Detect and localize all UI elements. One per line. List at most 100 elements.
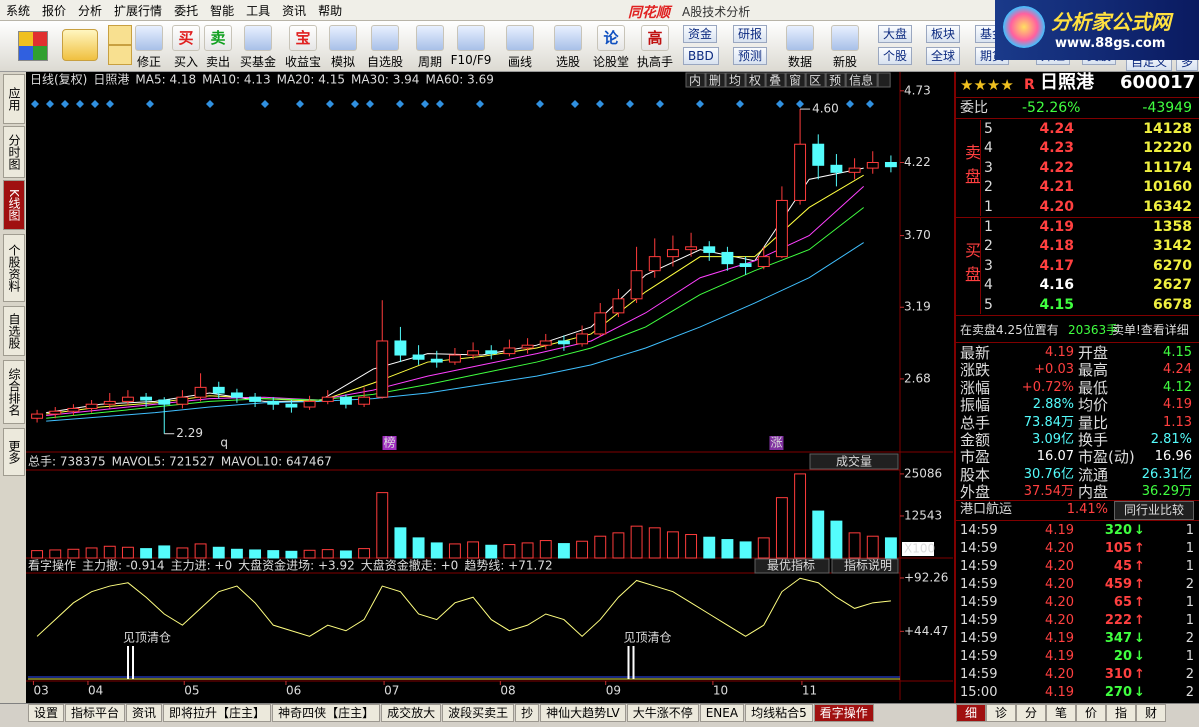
bottom-tab[interactable]: 成交放大 <box>381 704 442 722</box>
quote-tab[interactable]: 指 <box>1106 704 1136 722</box>
toolbar-button[interactable]: BBD <box>683 47 719 65</box>
side-tab[interactable]: K线图 <box>3 180 25 230</box>
volume: 16342 <box>1143 198 1192 215</box>
bottom-tab[interactable]: 均线粘合5 <box>745 704 813 722</box>
quote-tab[interactable]: 财 <box>1136 704 1166 722</box>
bottom-tab[interactable]: 神奇四侠【庄主】 <box>272 704 381 722</box>
toolbar-label[interactable]: 修正 <box>136 55 162 69</box>
back-button[interactable] <box>62 29 98 61</box>
quote-tab[interactable]: 分 <box>1016 704 1046 722</box>
toolbar-label[interactable]: 新股 <box>832 55 858 69</box>
header-text: MA20: 4.15 <box>277 73 345 87</box>
side-tab[interactable]: 自选股 <box>3 306 25 356</box>
toolbar-label[interactable]: 数据 <box>787 55 813 69</box>
home-icon[interactable] <box>18 31 48 61</box>
toolbar-button[interactable]: 研报 <box>733 25 768 43</box>
toolbar-icon[interactable]: 买 <box>172 25 200 51</box>
chart-tool[interactable] <box>765 72 786 88</box>
toolbar-label[interactable]: 收益宝 <box>284 55 322 69</box>
toolbar-icon[interactable]: 卖 <box>204 25 232 51</box>
toolbar-label[interactable]: 模拟 <box>330 55 356 69</box>
chart-tool[interactable] <box>845 72 878 88</box>
toolbar-label[interactable]: 买基金 <box>239 55 277 69</box>
side-tab[interactable]: 更多 <box>3 428 25 476</box>
bottom-tab[interactable]: 指标平台 <box>65 704 126 722</box>
toolbar-icon[interactable] <box>554 25 582 51</box>
toolbar-label[interactable]: 论股堂 <box>592 55 630 69</box>
toolbar-icon[interactable] <box>457 25 485 51</box>
toolbar-icon[interactable] <box>416 25 444 51</box>
separator <box>956 500 1199 501</box>
bottom-tab[interactable]: 设置 <box>28 704 65 722</box>
toolbar-icon[interactable] <box>329 25 357 51</box>
side-label: 卖盘 <box>962 144 981 192</box>
toolbar-button[interactable]: 大盘 <box>878 25 913 43</box>
bottom-tab[interactable]: 神仙大趋势LV <box>540 704 626 722</box>
toolbar-icon[interactable] <box>371 25 399 51</box>
side-tab[interactable]: 分时图 <box>3 126 25 178</box>
toolbar-icon[interactable]: 论 <box>597 25 625 51</box>
chart-tool[interactable] <box>705 72 726 88</box>
menu-item[interactable]: 报价 <box>42 4 67 18</box>
menu-item[interactable]: 工具 <box>246 4 271 18</box>
bottom-tab[interactable]: ENEA <box>699 704 745 722</box>
side-tab[interactable]: 个股资料 <box>3 234 25 302</box>
side-tab[interactable]: 应用 <box>3 74 25 124</box>
toolbar-icon[interactable] <box>831 25 859 51</box>
toolbar-label[interactable]: 卖出 <box>205 55 231 69</box>
toolbar-label[interactable]: 自选股 <box>366 55 404 69</box>
bottom-tab[interactable]: 资讯 <box>126 704 163 722</box>
indicator-button[interactable] <box>754 558 830 574</box>
trade-volume: 65 <box>1113 595 1132 610</box>
chart-tool[interactable] <box>825 72 846 88</box>
indicator-button[interactable] <box>831 558 899 574</box>
menu-item[interactable]: 资讯 <box>282 4 307 18</box>
toolbar-icon[interactable] <box>506 25 534 51</box>
toolbar-icon[interactable]: 高 <box>641 25 669 51</box>
quote-tab[interactable]: 价 <box>1076 704 1106 722</box>
menu-item[interactable]: 扩展行情 <box>114 4 163 18</box>
menu-item[interactable]: 分析 <box>78 4 103 18</box>
menu-item[interactable]: 帮助 <box>318 4 343 18</box>
volume-selector[interactable] <box>809 453 899 470</box>
quote-tab[interactable]: 细 <box>956 704 986 722</box>
toolbar-button[interactable]: 预测 <box>733 47 768 65</box>
industry-compare[interactable]: 同行业比较 <box>1114 501 1194 520</box>
menu-item[interactable]: 系统 <box>6 4 31 18</box>
toolbar-label[interactable]: 执高手 <box>636 55 674 69</box>
candle-body <box>49 410 62 415</box>
toolbar-label[interactable]: 画线 <box>507 55 533 69</box>
toolbar-icon[interactable] <box>786 25 814 51</box>
chart-tool[interactable] <box>685 72 706 88</box>
quote-tab[interactable]: 诊 <box>986 704 1016 722</box>
chart-tool[interactable] <box>805 72 826 88</box>
bottom-tab[interactable]: 大牛涨不停 <box>626 704 699 722</box>
toolbar-label[interactable]: F10/F9 <box>450 53 492 67</box>
menu-item[interactable]: 智能 <box>210 4 235 18</box>
bottom-tab[interactable]: 波段买卖王 <box>442 704 515 722</box>
toolbar-label[interactable]: 周期 <box>417 55 443 69</box>
ma-line <box>46 167 864 414</box>
bottom-tab[interactable]: 即将拉升【庄主】 <box>163 704 272 722</box>
quote-tab[interactable]: 笔 <box>1046 704 1076 722</box>
chart-tool[interactable] <box>745 72 766 88</box>
toolbar-icon[interactable] <box>244 25 272 51</box>
chart-tool[interactable] <box>785 72 806 88</box>
down-button[interactable] <box>108 45 132 65</box>
bottom-tab[interactable]: 看字操作 <box>813 704 874 722</box>
chart-tool[interactable] <box>725 72 746 88</box>
toolbar-icon[interactable] <box>135 25 163 51</box>
up-button[interactable] <box>108 25 132 45</box>
trade-time: 14:59 <box>960 631 998 646</box>
toolbar-label[interactable]: 买入 <box>173 55 199 69</box>
indicator-button-label: 指标说明 <box>844 558 892 573</box>
toolbar-button[interactable]: 个股 <box>878 47 913 65</box>
toolbar-button[interactable]: 板块 <box>926 25 961 43</box>
toolbar-label[interactable]: 选股 <box>555 55 581 69</box>
side-tab[interactable]: 综合排名 <box>3 360 25 424</box>
toolbar-button[interactable]: 资金 <box>683 25 718 43</box>
bottom-tab[interactable]: 抄 <box>515 704 540 722</box>
menu-item[interactable]: 委托 <box>174 4 199 18</box>
toolbar-icon[interactable]: 宝 <box>289 25 317 51</box>
toolbar-button[interactable]: 全球 <box>926 47 961 65</box>
